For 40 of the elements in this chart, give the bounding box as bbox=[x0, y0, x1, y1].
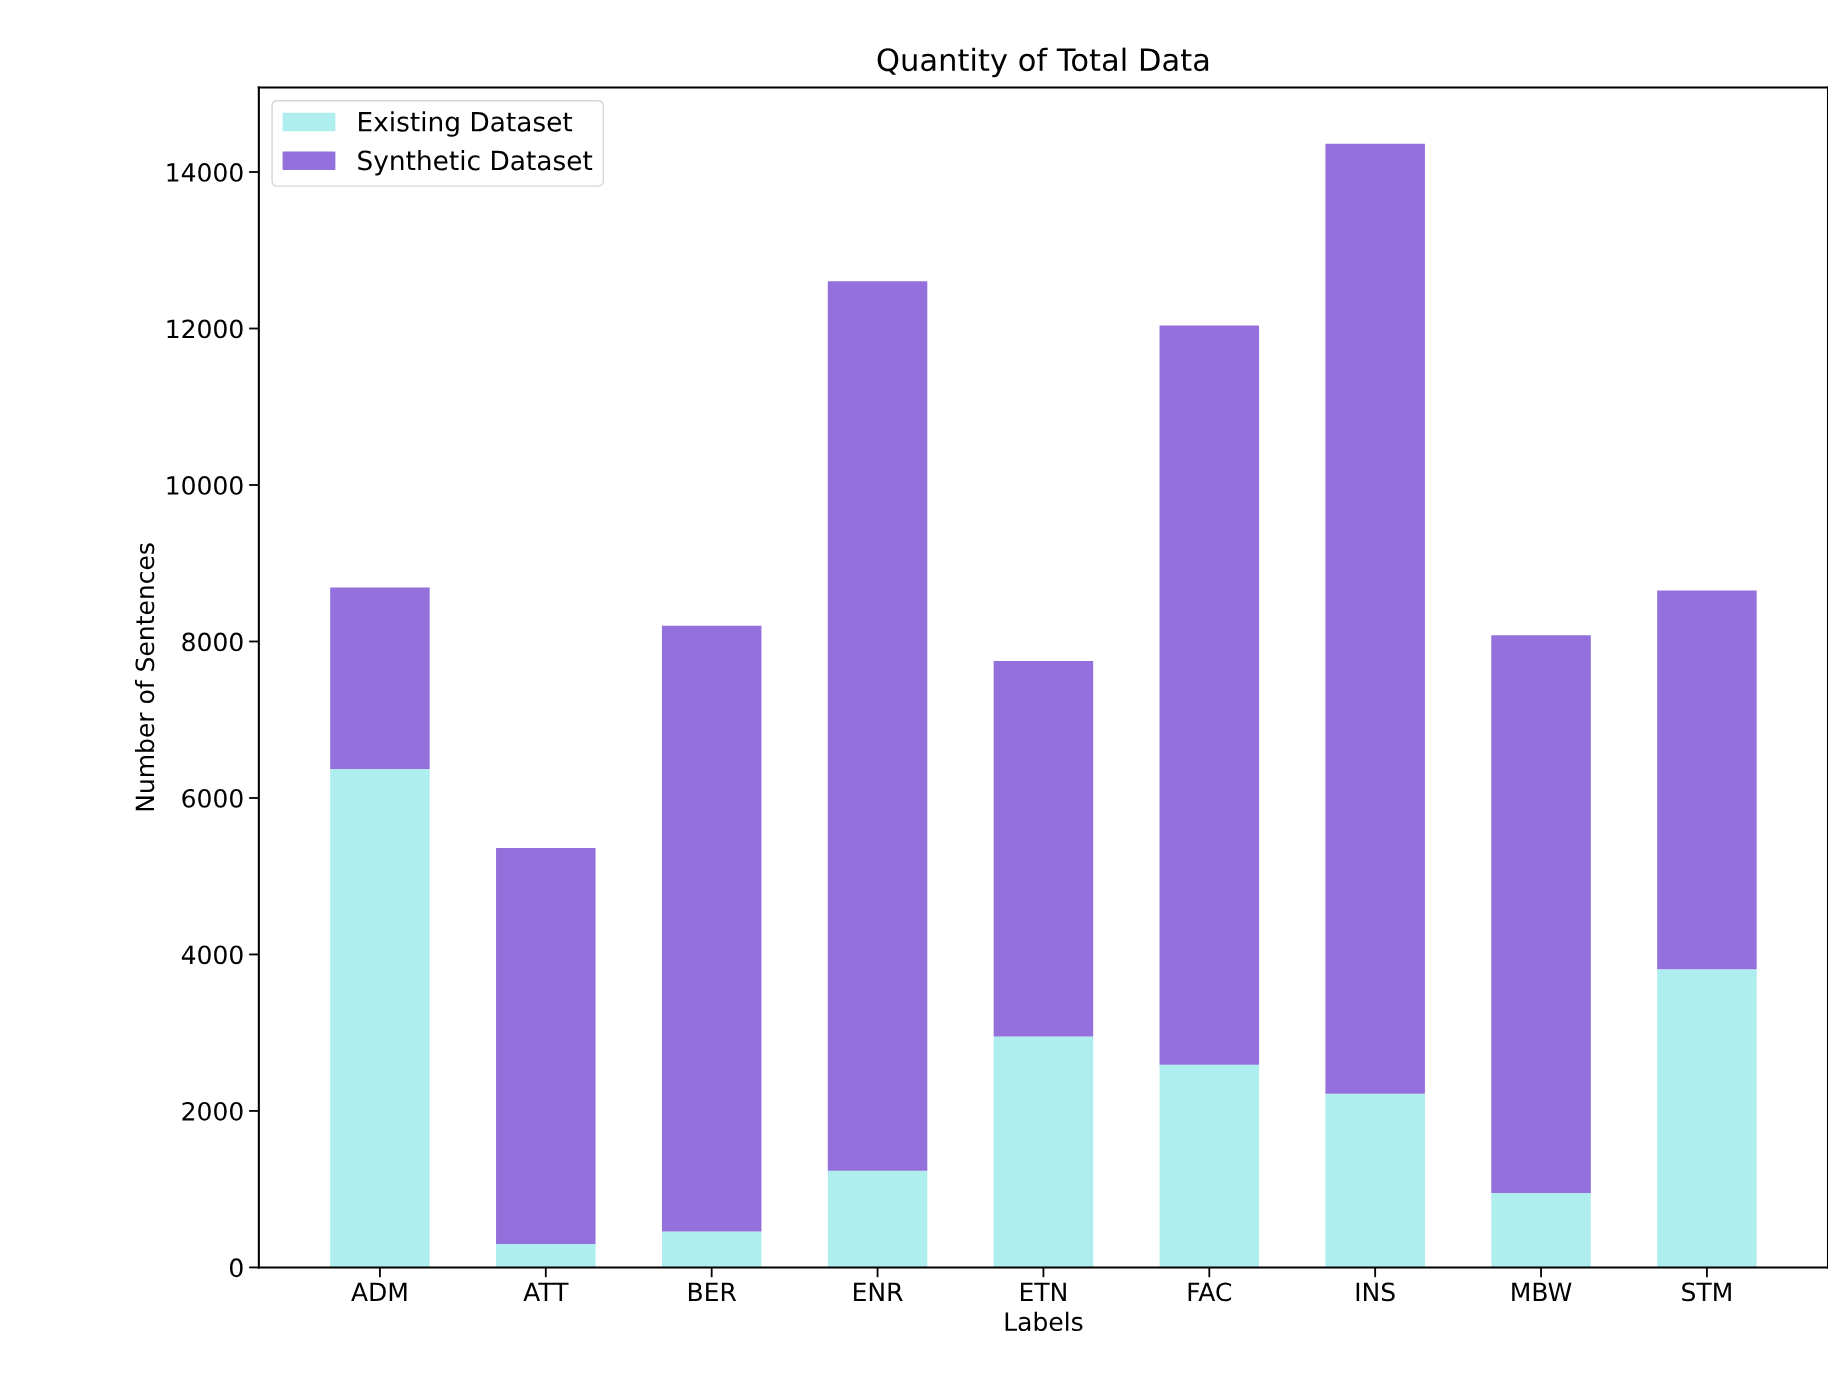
bar bbox=[1159, 1064, 1260, 1268]
x-tick-label: FAC bbox=[1188, 1282, 1232, 1302]
x-tick-label: STM bbox=[1682, 1282, 1731, 1302]
x-axis-title: Labels bbox=[1005, 1311, 1083, 1332]
bar bbox=[330, 769, 430, 1268]
bar bbox=[1491, 635, 1591, 1194]
bar bbox=[993, 661, 1094, 1037]
bar bbox=[1159, 325, 1260, 1065]
y-tick-label: 4000 bbox=[181, 945, 243, 965]
bar bbox=[330, 587, 430, 770]
x-tick-label: ETN bbox=[1020, 1282, 1066, 1302]
bar bbox=[1325, 1093, 1425, 1268]
x-tick-label: ENR bbox=[854, 1282, 903, 1302]
y-tick-label: 8000 bbox=[182, 632, 243, 652]
legend-label: Existing Dataset bbox=[359, 111, 573, 137]
y-tick-label: 10000 bbox=[167, 475, 243, 495]
y-tick-label: 0 bbox=[230, 1258, 243, 1278]
x-tick-label: ATT bbox=[523, 1282, 569, 1302]
bar bbox=[661, 1231, 762, 1268]
y-tick-label: 12000 bbox=[167, 319, 243, 339]
bar bbox=[1657, 969, 1757, 1268]
bar bbox=[993, 1036, 1094, 1268]
bar bbox=[1491, 1193, 1591, 1268]
bar bbox=[827, 1170, 928, 1268]
bar bbox=[661, 625, 762, 1232]
legend-label: Synthetic Dataset bbox=[358, 150, 593, 176]
y-tick-label: 6000 bbox=[182, 788, 243, 808]
chart-title: Quantity of Total Data bbox=[877, 47, 1209, 78]
x-tick-label: MBW bbox=[1512, 1282, 1572, 1302]
bar bbox=[1325, 143, 1425, 1094]
y-tick-label: 2000 bbox=[182, 1101, 243, 1121]
bar bbox=[1657, 590, 1757, 970]
x-tick-label: BER bbox=[688, 1282, 737, 1302]
bar bbox=[496, 1243, 596, 1268]
y-axis-title: Number of Sentences bbox=[134, 543, 155, 811]
x-tick-label: INS bbox=[1356, 1282, 1395, 1302]
bar bbox=[496, 848, 596, 1244]
bar bbox=[827, 281, 928, 1171]
x-tick-label: ADM bbox=[351, 1282, 407, 1302]
y-tick-label: 14000 bbox=[167, 162, 243, 182]
